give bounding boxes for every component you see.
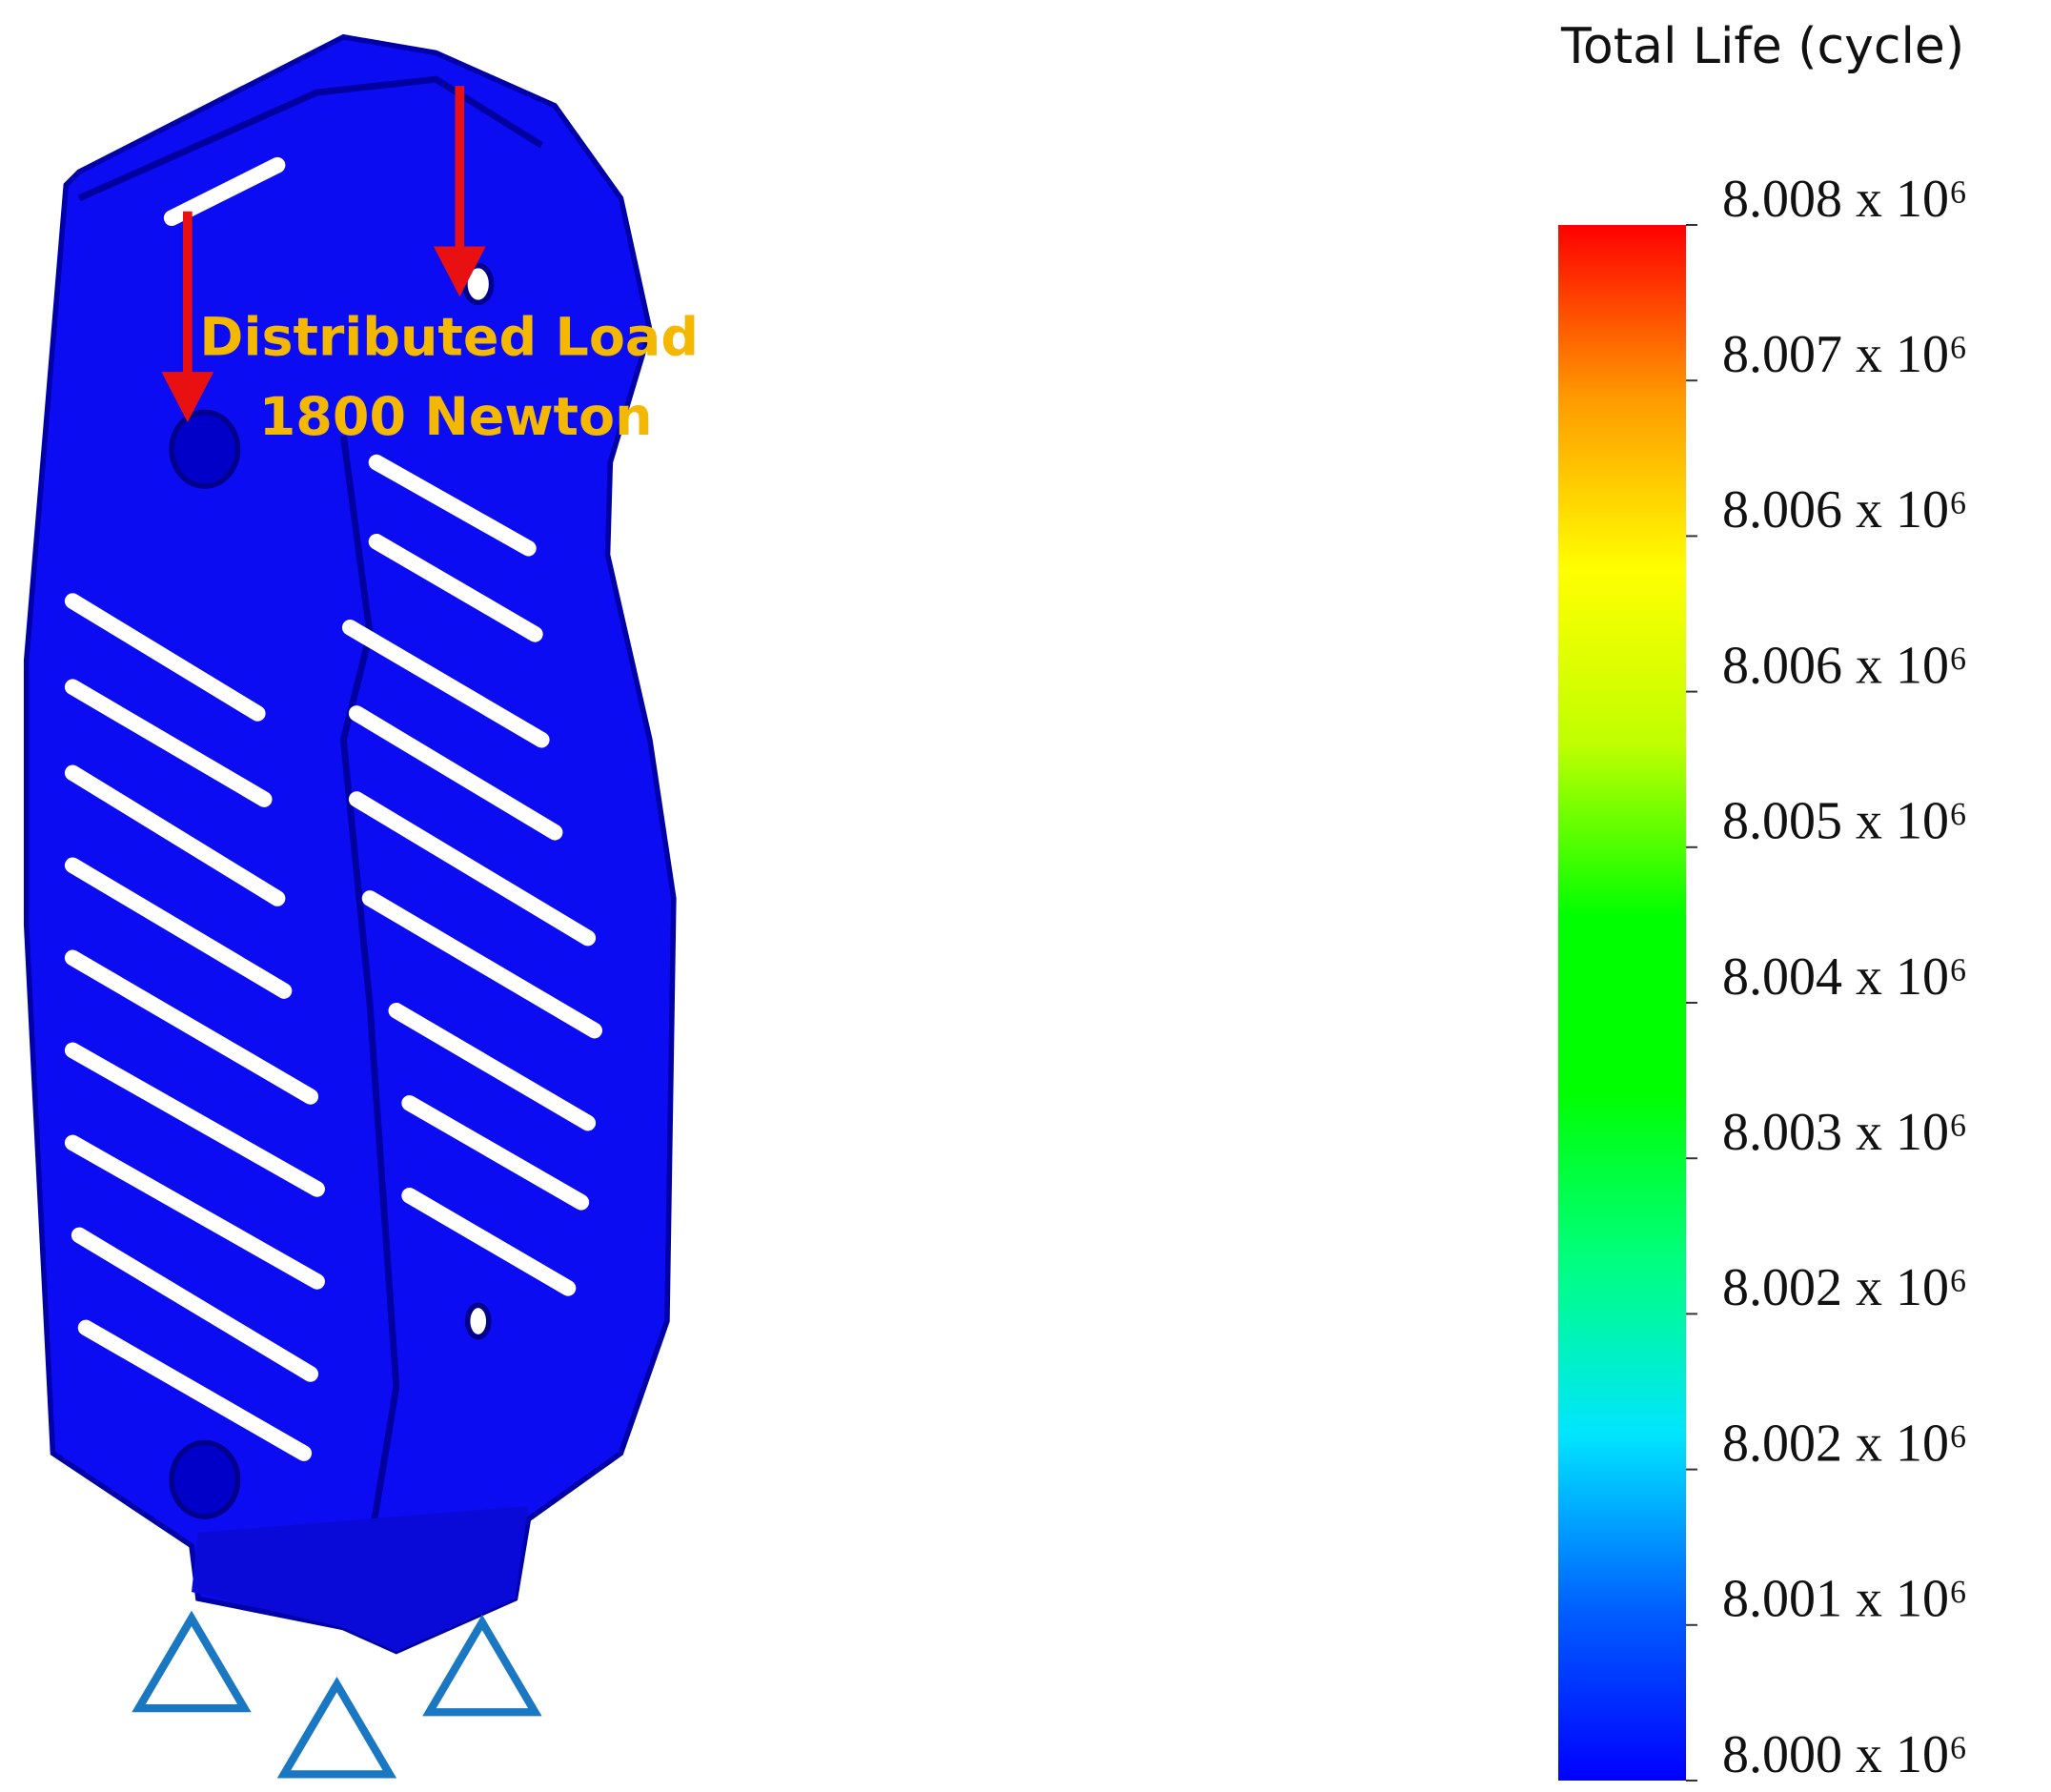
tick-label: 8.004 x 10⁶ <box>1722 947 1968 1007</box>
tick-label: 8.000 x 10⁶ <box>1722 1725 1968 1784</box>
load-value: 1800 Newton <box>259 387 653 448</box>
tick-label: 8.007 x 10⁶ <box>1722 325 1968 384</box>
load-label: Distributed Load <box>199 308 699 369</box>
tick-label: 8.006 x 10⁶ <box>1722 636 1968 695</box>
colorbar <box>1558 225 1686 1781</box>
slots <box>64 156 603 1461</box>
bracket-fold <box>77 75 544 1629</box>
tick-label: 8.008 x 10⁶ <box>1722 170 1968 229</box>
tick-label: 8.003 x 10⁶ <box>1722 1103 1968 1162</box>
bracket-body <box>23 33 677 1655</box>
tick-label: 8.002 x 10⁶ <box>1722 1258 1968 1317</box>
tick-label: 8.006 x 10⁶ <box>1722 480 1968 540</box>
bracket-base <box>191 1506 529 1652</box>
tick-label: 8.005 x 10⁶ <box>1722 792 1968 851</box>
load-arrows <box>161 86 486 422</box>
tick-label: 8.002 x 10⁶ <box>1722 1414 1968 1473</box>
colorbar-title: Total Life (cycle) <box>1560 18 1964 75</box>
tick-label: 8.001 x 10⁶ <box>1722 1570 1968 1629</box>
model: Distributed Load 1800 Newton <box>23 33 699 1779</box>
supports <box>132 1610 542 1779</box>
holes <box>169 262 495 1519</box>
